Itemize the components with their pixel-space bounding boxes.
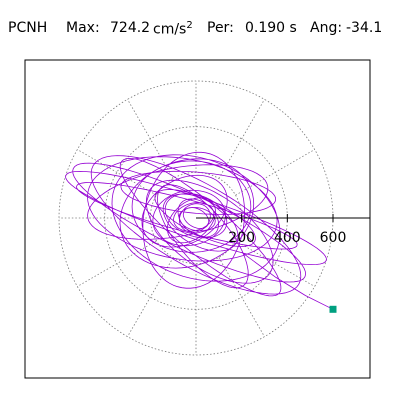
period-value: 0.190 s <box>245 20 297 36</box>
angle-value: -34.1 <box>346 20 383 36</box>
max-unit-base: cm/s <box>153 21 187 38</box>
grid-spoke-240 <box>127 257 174 337</box>
grid-spoke-150 <box>77 149 157 196</box>
max-label: Max: <box>66 20 100 36</box>
max-value: 724.2 <box>110 20 151 36</box>
radial-tick-labels: 200 400 600 <box>228 230 346 246</box>
station-code: PCNH <box>8 20 48 36</box>
chart-header: PCNH Max: 724.2 cm/s2 Per: 0.190 s Ang: … <box>0 0 400 46</box>
period-label: Per: <box>207 20 234 36</box>
radial-tick-label-3: 600 <box>320 230 347 246</box>
end-marker <box>329 305 337 313</box>
max-unit-exponent: 2 <box>186 20 193 31</box>
radial-tick-label-1: 200 <box>228 230 255 246</box>
angle-label: Ang: <box>310 20 343 36</box>
plot-frame <box>24 59 371 379</box>
grid-spoke-300 <box>218 257 265 337</box>
trace-path <box>65 151 334 310</box>
radial-axis <box>196 214 370 222</box>
max-unit: cm/s2 <box>153 20 193 38</box>
radial-tick-label-2: 400 <box>274 230 301 246</box>
motion-trace <box>65 151 334 310</box>
grid-spoke-330 <box>235 240 315 287</box>
grid-spoke-30 <box>235 149 315 196</box>
grid-spoke-210 <box>77 240 157 287</box>
